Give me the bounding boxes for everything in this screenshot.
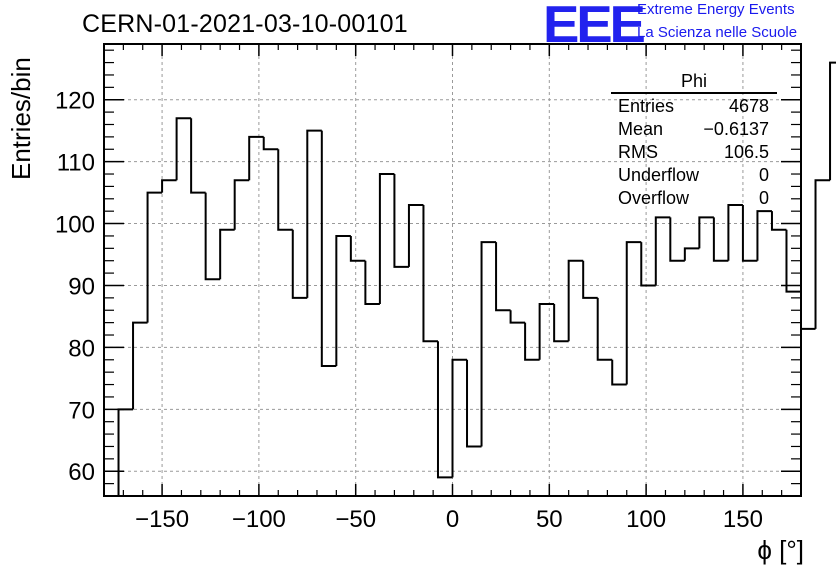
histogram-bin: [349, 235, 366, 262]
histogram-bin: [727, 203, 743, 261]
histogram-bin: [698, 216, 714, 249]
x-tick-label: −100: [232, 506, 286, 533]
histogram-bin: [219, 228, 235, 280]
x-tick-label: 100: [626, 506, 666, 533]
stats-row-entries: Entries 4678: [611, 95, 777, 118]
eee-logo: EEE: [543, 0, 646, 54]
histogram-bin: [770, 211, 787, 231]
histogram-bin: [277, 149, 293, 231]
x-tick-label: 50: [536, 506, 563, 533]
histogram-bin: [524, 322, 540, 361]
stats-label: Mean: [618, 119, 664, 139]
histogram-bin: [495, 242, 511, 312]
histogram-bin: [248, 135, 264, 181]
stats-value: 0: [758, 165, 769, 185]
y-tick-label: 100: [55, 212, 95, 239]
stats-label: Underflow: [618, 165, 700, 185]
histogram-bin: [175, 117, 192, 181]
histogram-bin: [553, 304, 569, 343]
histogram-bin: [117, 408, 134, 496]
histogram-bin: [712, 217, 729, 262]
y-tick-label: 70: [68, 397, 95, 424]
histogram-bin: [466, 359, 482, 448]
stats-row-underflow: Underflow 0: [611, 164, 777, 187]
axes: −150 −100 −50 0 50 100 150 60 70 80 90 100 110 120: [55, 43, 802, 533]
histogram-bin: [436, 341, 453, 479]
y-axis-label: Entries/bin: [6, 57, 36, 180]
histogram-bin: [683, 247, 700, 261]
histogram-bin: [654, 216, 671, 286]
histogram-bin: [262, 136, 279, 151]
histogram-bin: [451, 358, 468, 478]
histogram-bin: [625, 241, 642, 385]
histogram-bin: [320, 130, 337, 367]
histogram-bin: [335, 234, 351, 366]
logo-caption-line2: La Scienza nelle Scuole: [637, 24, 798, 41]
histogram-bin: [306, 129, 322, 298]
x-axis-label: ϕ [°]: [757, 535, 804, 565]
stats-value: 0: [758, 188, 769, 208]
histogram-bin: [364, 260, 380, 306]
histogram-bin: [190, 118, 206, 194]
histogram-bin: [800, 291, 816, 330]
histogram-bin: [582, 260, 598, 299]
histogram-bin: [596, 297, 613, 361]
histogram-bin: [378, 173, 395, 305]
x-tick-label: 150: [723, 506, 763, 533]
stats-box: Phi Entries 4678 Mean −0.6137 RMS 106.5 …: [611, 70, 777, 210]
stats-row-mean: Mean −0.6137: [611, 118, 777, 141]
histogram-bin: [480, 241, 497, 447]
histogram-bin: [393, 174, 409, 268]
histogram-bin: [567, 259, 584, 342]
y-tick-label: 120: [55, 88, 95, 115]
histogram-bin: [669, 217, 685, 262]
y-tick-label: 90: [68, 273, 95, 300]
x-tick-label: 0: [446, 506, 459, 533]
histogram-bin: [146, 191, 163, 323]
logo-caption-line1: Extreme Energy Events: [637, 1, 795, 18]
histogram-bin: [756, 210, 772, 261]
histogram-bin: [161, 179, 177, 193]
chart-title: CERN-01-2021-03-10-00101: [82, 10, 408, 38]
histogram-bin: [538, 303, 555, 360]
stats-row-rms: RMS 106.5: [611, 141, 777, 164]
histogram-bin: [132, 321, 148, 410]
histogram-bin: [814, 179, 831, 329]
stats-title: Phi: [611, 70, 777, 94]
histogram-bin: [291, 229, 308, 299]
stats-label: RMS: [618, 142, 658, 162]
stats-row-overflow: Overflow 0: [611, 187, 777, 210]
y-tick-label: 60: [68, 459, 95, 486]
stats-label: Entries: [618, 96, 675, 116]
histogram-bin: [611, 359, 627, 386]
stats-label: Overflow: [618, 188, 690, 208]
histogram-bin: [640, 242, 656, 287]
histogram-bin: [509, 310, 526, 324]
y-tick-label: 80: [68, 335, 95, 362]
histogram-bin: [233, 179, 250, 230]
histogram-bin: [407, 203, 424, 267]
histogram-bin: [829, 61, 836, 181]
y-tick-label: 110: [57, 150, 95, 177]
stats-value: −0.6137: [703, 119, 769, 139]
x-tick-label: −150: [135, 506, 189, 533]
histogram-bin: [204, 192, 221, 281]
stats-value: 4678: [728, 96, 769, 116]
histogram-bin: [422, 204, 438, 343]
histogram-bin: [741, 204, 758, 262]
x-tick-label: −50: [335, 506, 376, 533]
histogram-bin: [785, 229, 801, 293]
stats-value: 106.5: [723, 142, 769, 162]
